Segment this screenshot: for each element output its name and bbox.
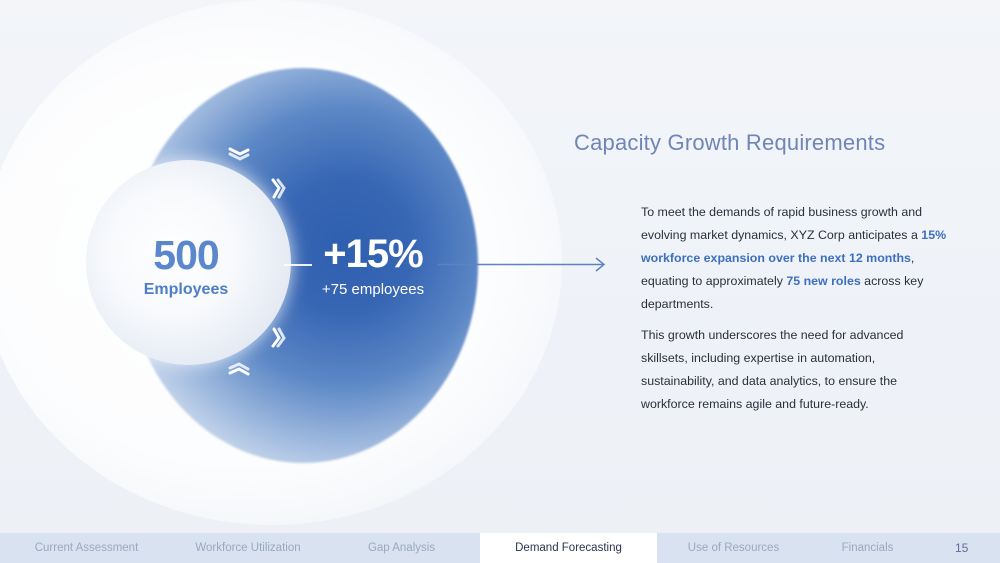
chevron-icon [228, 147, 250, 161]
employee-count: 500 [153, 232, 219, 278]
bottom-navigation: Current Assessment Workforce Utilization… [0, 533, 1000, 563]
skills-description: This growth underscores the need for adv… [641, 328, 904, 411]
chevron-icon [228, 362, 250, 376]
growth-description: To meet the demands of rapid business gr… [641, 201, 951, 316]
page-number: 15 [955, 541, 969, 555]
employee-count-label: Employees [143, 281, 229, 298]
growth-employees: +75 employees [321, 281, 425, 298]
highlight-new-roles: 75 new roles [786, 274, 861, 288]
nav-current-assessment[interactable]: Current Assessment [34, 542, 139, 554]
chevron-icon [271, 178, 286, 199]
arrow-right-icon [438, 257, 606, 272]
nav-financials[interactable]: Financials [841, 542, 894, 554]
nav-use-of-resources[interactable]: Use of Resources [687, 542, 780, 554]
page-title: Capacity Growth Requirements [574, 130, 886, 155]
connector-line [284, 264, 312, 266]
nav-demand-forecasting[interactable]: Demand Forecasting [480, 533, 657, 563]
nav-gap-analysis[interactable]: Gap Analysis [367, 542, 436, 554]
description-text: To meet the demands of rapid business gr… [641, 205, 923, 242]
current-sphere [86, 160, 291, 365]
highlight-expansion: 15% workforce expansion over the next 12… [641, 228, 947, 265]
growth-percentage: +15% [323, 232, 423, 276]
slide: 500 Employees +15% +75 employees Capacit… [0, 0, 951, 525]
chevron-icon [271, 327, 286, 348]
nav-workforce-utilization[interactable]: Workforce Utilization [195, 542, 301, 554]
description-text: across key departments. [641, 274, 924, 311]
description-text: , equating to approximately [641, 251, 915, 288]
